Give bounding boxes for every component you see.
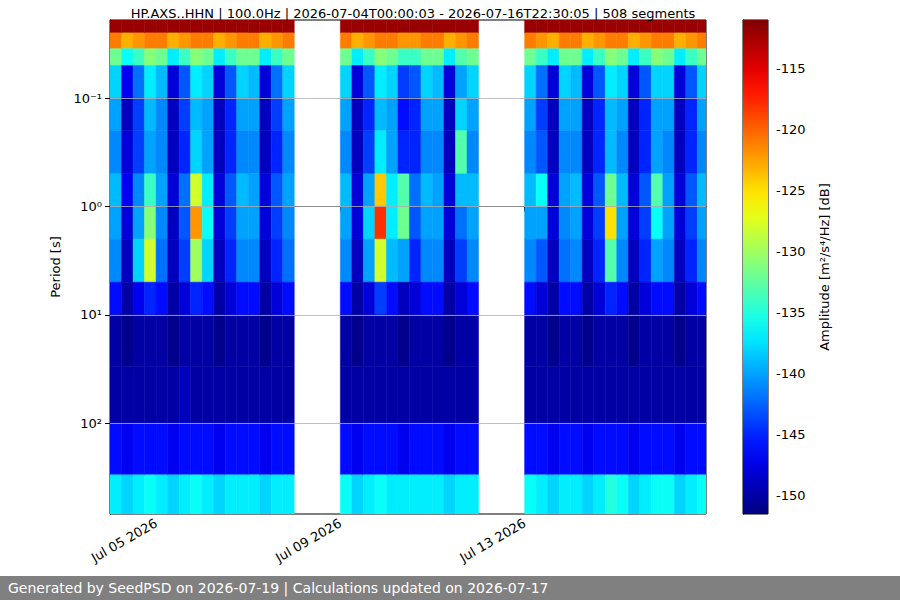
- svg-text:-150: -150: [776, 488, 806, 503]
- svg-text:Generated by SeedPSD on 2026-0: Generated by SeedPSD on 2026-07-19 | Cal…: [8, 580, 549, 597]
- svg-text:Jul 13 2026: Jul 13 2026: [456, 516, 528, 566]
- svg-text:10⁻¹: 10⁻¹: [73, 91, 102, 106]
- svg-text:10¹: 10¹: [80, 307, 102, 322]
- svg-text:HP.AXS..HHN | 100.0Hz | 2026-0: HP.AXS..HHN | 100.0Hz | 2026-07-04T00:00…: [131, 6, 696, 21]
- svg-text:-145: -145: [776, 427, 806, 442]
- svg-text:Period [s]: Period [s]: [48, 236, 63, 298]
- svg-text:Jul 05 2026: Jul 05 2026: [88, 516, 160, 566]
- svg-text:-135: -135: [776, 305, 806, 320]
- svg-text:-130: -130: [776, 244, 806, 259]
- svg-text:-120: -120: [776, 122, 806, 137]
- svg-text:-125: -125: [776, 183, 806, 198]
- svg-text:Jul 09 2026: Jul 09 2026: [272, 516, 344, 566]
- svg-text:-115: -115: [776, 61, 806, 76]
- svg-text:-140: -140: [776, 366, 806, 381]
- svg-text:10²: 10²: [80, 416, 102, 431]
- svg-text:Amplitude [m²/s⁴/Hz] [dB]: Amplitude [m²/s⁴/Hz] [dB]: [817, 183, 832, 351]
- svg-text:10⁰: 10⁰: [80, 199, 102, 214]
